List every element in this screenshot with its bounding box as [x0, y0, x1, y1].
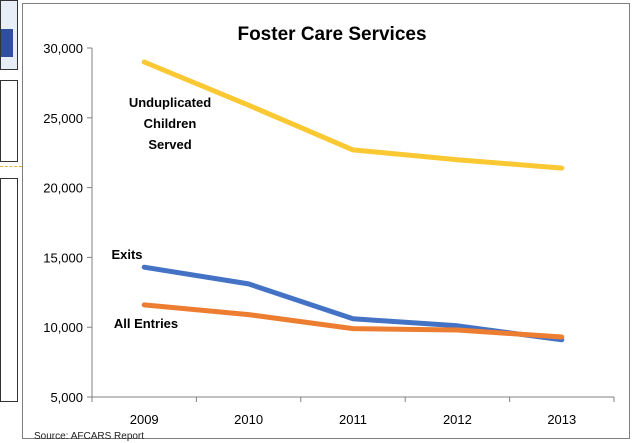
fragment-divider [0, 166, 22, 167]
series-label: All Entries [114, 316, 178, 331]
x-tick-label: 2010 [234, 412, 263, 427]
chart-frame [22, 3, 630, 439]
series-label: Exits [111, 247, 142, 262]
y-tick-label: 20,000 [43, 181, 83, 196]
fragment-box-middle [0, 80, 18, 162]
y-tick-label: 30,000 [43, 41, 83, 56]
fragment-blue-panel [0, 0, 18, 70]
fragment-box-lower [0, 178, 18, 402]
series-label-line: Served [148, 137, 191, 152]
source-note: Source: AFCARS Report [34, 431, 144, 442]
series-label-line: All Entries [114, 316, 178, 331]
y-tick-labels: 5,000 10,000 15,000 20,000 25,000 30,000 [43, 41, 83, 405]
series-lines [141, 59, 565, 343]
x-tick-labels: 2009 2010 2011 2012 2013 [130, 412, 577, 427]
y-tick-label: 25,000 [43, 111, 83, 126]
series-line [141, 302, 565, 340]
axes [87, 47, 615, 402]
y-tick-label: 15,000 [43, 250, 83, 265]
x-tick-label: 2009 [130, 412, 159, 427]
series-line [141, 59, 565, 171]
adjacent-slide-fragment [0, 0, 22, 443]
series-label-line: Children [144, 116, 197, 131]
x-tick-label: 2012 [443, 412, 472, 427]
chart-title: Foster Care Services [237, 24, 426, 45]
y-tick-label: 10,000 [43, 320, 83, 335]
x-tick-label: 2013 [547, 412, 576, 427]
fragment-blue-bar [1, 29, 13, 57]
series-label-line: Exits [111, 247, 142, 262]
y-tick-label: 5,000 [50, 390, 83, 405]
x-tick-label: 2011 [339, 412, 367, 427]
series-label: Unduplicated Children Served [129, 95, 211, 152]
series-labels: Unduplicated Children Served Exits All Entri… [111, 95, 211, 331]
series-label-line: Unduplicated [129, 95, 211, 110]
